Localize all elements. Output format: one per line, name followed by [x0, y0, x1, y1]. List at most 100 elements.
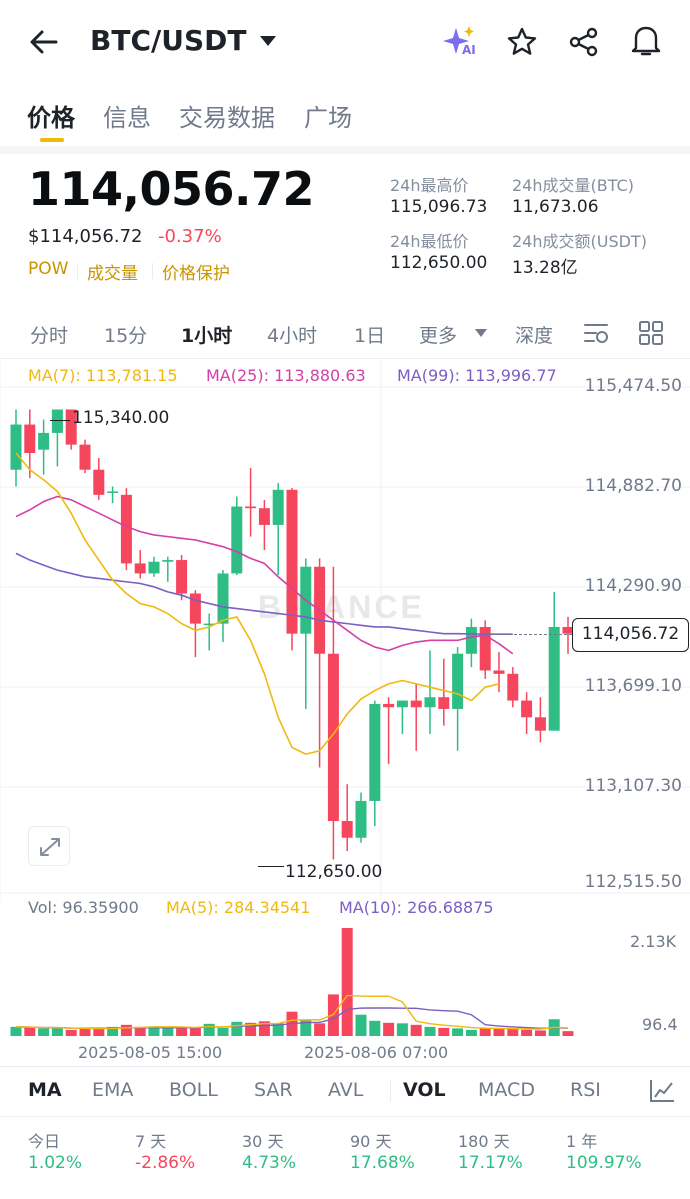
ai-assistant-icon[interactable]: AI [442, 24, 482, 60]
share-icon[interactable] [568, 26, 600, 58]
tag-pow[interactable]: POW [28, 259, 69, 279]
candle-body [148, 561, 160, 574]
volume-bar [189, 1027, 201, 1036]
volume-bar [465, 1029, 477, 1036]
ind-ma[interactable]: MA [28, 1079, 62, 1101]
tab-price[interactable]: 价格 [27, 104, 75, 132]
volume-bar [424, 1026, 436, 1036]
volume-bar [383, 1022, 395, 1036]
volume-bar [51, 1027, 63, 1036]
perf-value: 4.73% [242, 1153, 297, 1173]
volume-bar [107, 1026, 119, 1036]
layout-grid-icon[interactable] [638, 320, 664, 346]
volume-chart [10, 928, 574, 1036]
volume-bar [245, 1022, 257, 1036]
tf-depth[interactable]: 深度 [515, 325, 554, 347]
volume-bar [507, 1028, 519, 1036]
perf-label: 90 天 [350, 1132, 392, 1151]
candle-body [272, 489, 284, 525]
candle-body [176, 560, 188, 594]
chart-tools-icon[interactable] [648, 1078, 676, 1104]
time-label: 2025-08-06 07:00 [304, 1043, 449, 1062]
candle-body [231, 506, 243, 574]
candle-body [217, 573, 229, 624]
volume-bar [10, 1026, 22, 1036]
perf-label: 180 天 [458, 1132, 510, 1151]
tf-line[interactable]: 分时 [30, 325, 69, 347]
volume-bar [272, 1023, 284, 1036]
back-arrow-icon[interactable] [28, 26, 60, 58]
candle-body [38, 432, 50, 450]
candle-body [51, 409, 63, 433]
star-icon[interactable] [506, 26, 538, 58]
volume-bar [203, 1023, 215, 1036]
volume-bar [534, 1030, 546, 1036]
tf-15m[interactable]: 15分 [104, 325, 148, 347]
tab-info[interactable]: 信息 [103, 104, 151, 132]
more-caret-icon[interactable] [474, 328, 488, 338]
ma7-label: MA(7): 113,781.15 [28, 366, 178, 385]
volume-bar [65, 1029, 77, 1036]
price-axis-label: 113,107.30 [584, 776, 682, 796]
candle-body [534, 717, 546, 731]
ind-rsi[interactable]: RSI [570, 1079, 601, 1101]
caret-down-icon[interactable] [258, 34, 278, 48]
candle-body [452, 653, 464, 709]
volume-bar [521, 1029, 533, 1036]
candle-body [465, 626, 477, 654]
candle-body [410, 700, 422, 708]
current-price-line [484, 634, 572, 635]
volume-bar [134, 1027, 146, 1036]
candle-body [258, 508, 270, 525]
tab-trading-data[interactable]: 交易数据 [179, 104, 275, 132]
stat-low-label: 24h最低价 [390, 232, 469, 251]
stat-low-value: 112,650.00 [390, 253, 488, 273]
ind-ema[interactable]: EMA [92, 1079, 134, 1101]
pair-title[interactable]: BTC/USDT [90, 24, 247, 57]
volume-bar [396, 1023, 408, 1036]
candle-body [548, 626, 560, 731]
ind-vol[interactable]: VOL [403, 1079, 446, 1101]
tag-volume[interactable]: 成交量 [87, 264, 138, 284]
candle-body [245, 506, 257, 509]
candle-body [286, 489, 298, 634]
bell-icon[interactable] [630, 24, 662, 58]
candle-body [327, 653, 339, 822]
ind-boll[interactable]: BOLL [169, 1079, 218, 1101]
candle-body [93, 469, 105, 495]
candle-body [396, 700, 408, 708]
ind-sar[interactable]: SAR [254, 1079, 293, 1101]
time-label: 2025-08-05 15:00 [78, 1043, 223, 1062]
tf-1d[interactable]: 1日 [354, 325, 386, 347]
candle-body [383, 703, 395, 708]
section-tabs: 价格 信息 交易数据 广场 [0, 84, 690, 146]
stat-turnover-value: 13.28亿 [512, 258, 578, 278]
tag-price-protection[interactable]: 价格保护 [162, 264, 230, 284]
indicator-settings-icon[interactable] [582, 320, 610, 346]
volume-bar [479, 1027, 491, 1036]
perf-value: 17.17% [458, 1153, 523, 1173]
vol-axis-bottom: 96.4 [642, 1015, 678, 1034]
stat-turnover-label: 24h成交额(USDT) [512, 232, 647, 251]
active-tab-indicator [40, 138, 64, 142]
tf-more[interactable]: 更多 [419, 325, 458, 347]
tf-4h[interactable]: 4小时 [267, 325, 318, 347]
expand-icon [40, 838, 60, 856]
divider [0, 1066, 690, 1067]
volume-bar [314, 1023, 326, 1036]
tf-1h[interactable]: 1小时 [181, 325, 233, 347]
volume-bar [438, 1027, 450, 1036]
ind-avl[interactable]: AVL [328, 1079, 364, 1101]
fullscreen-button[interactable] [28, 826, 70, 866]
candlestick-chart[interactable]: BINANCE [0, 360, 690, 900]
stat-vol-btc-label: 24h成交量(BTC) [512, 176, 634, 195]
volume-bar [355, 1014, 367, 1036]
volume-bar [176, 1027, 188, 1036]
volume-bar [493, 1028, 505, 1036]
volume-bar [79, 1028, 91, 1036]
candle-body [424, 697, 436, 708]
candle-body [562, 626, 574, 634]
tab-square[interactable]: 广场 [304, 104, 352, 132]
ind-macd[interactable]: MACD [478, 1079, 535, 1101]
ma25-label: MA(25): 113,880.63 [206, 366, 366, 385]
